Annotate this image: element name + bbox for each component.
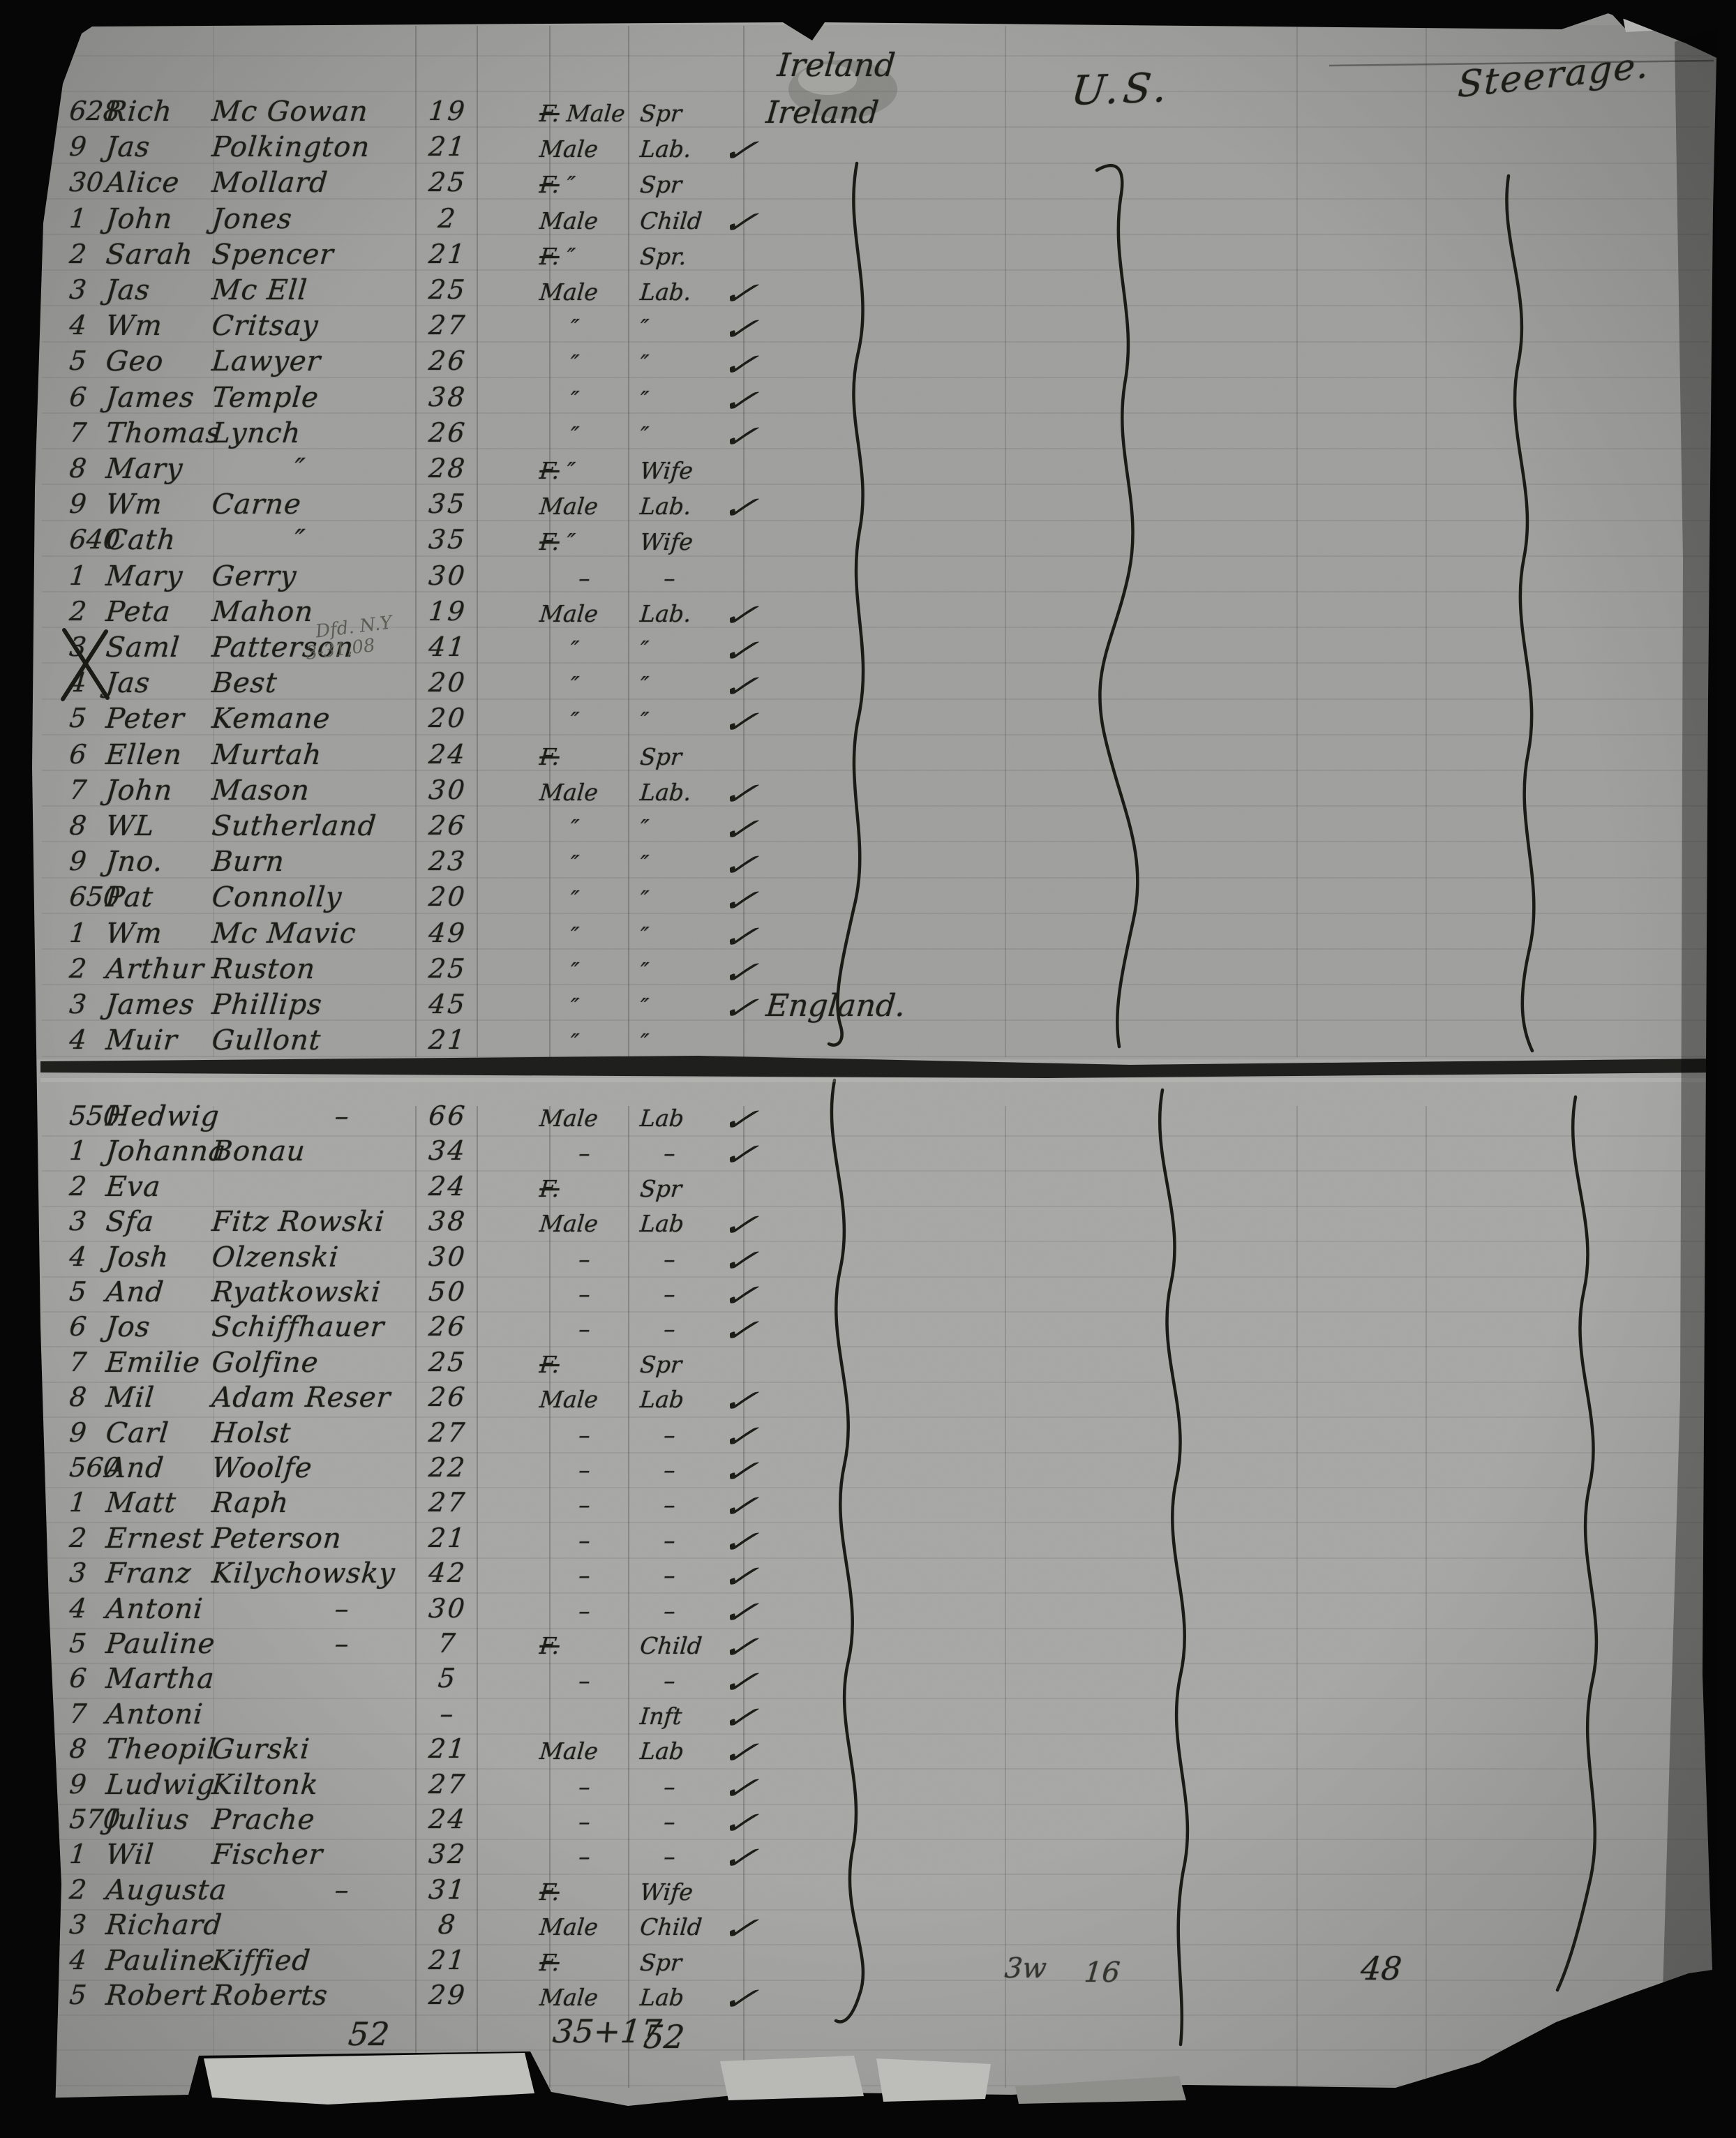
- destination-column-header: U.S.: [1069, 63, 1174, 114]
- country-column-header: Ireland: [776, 46, 897, 84]
